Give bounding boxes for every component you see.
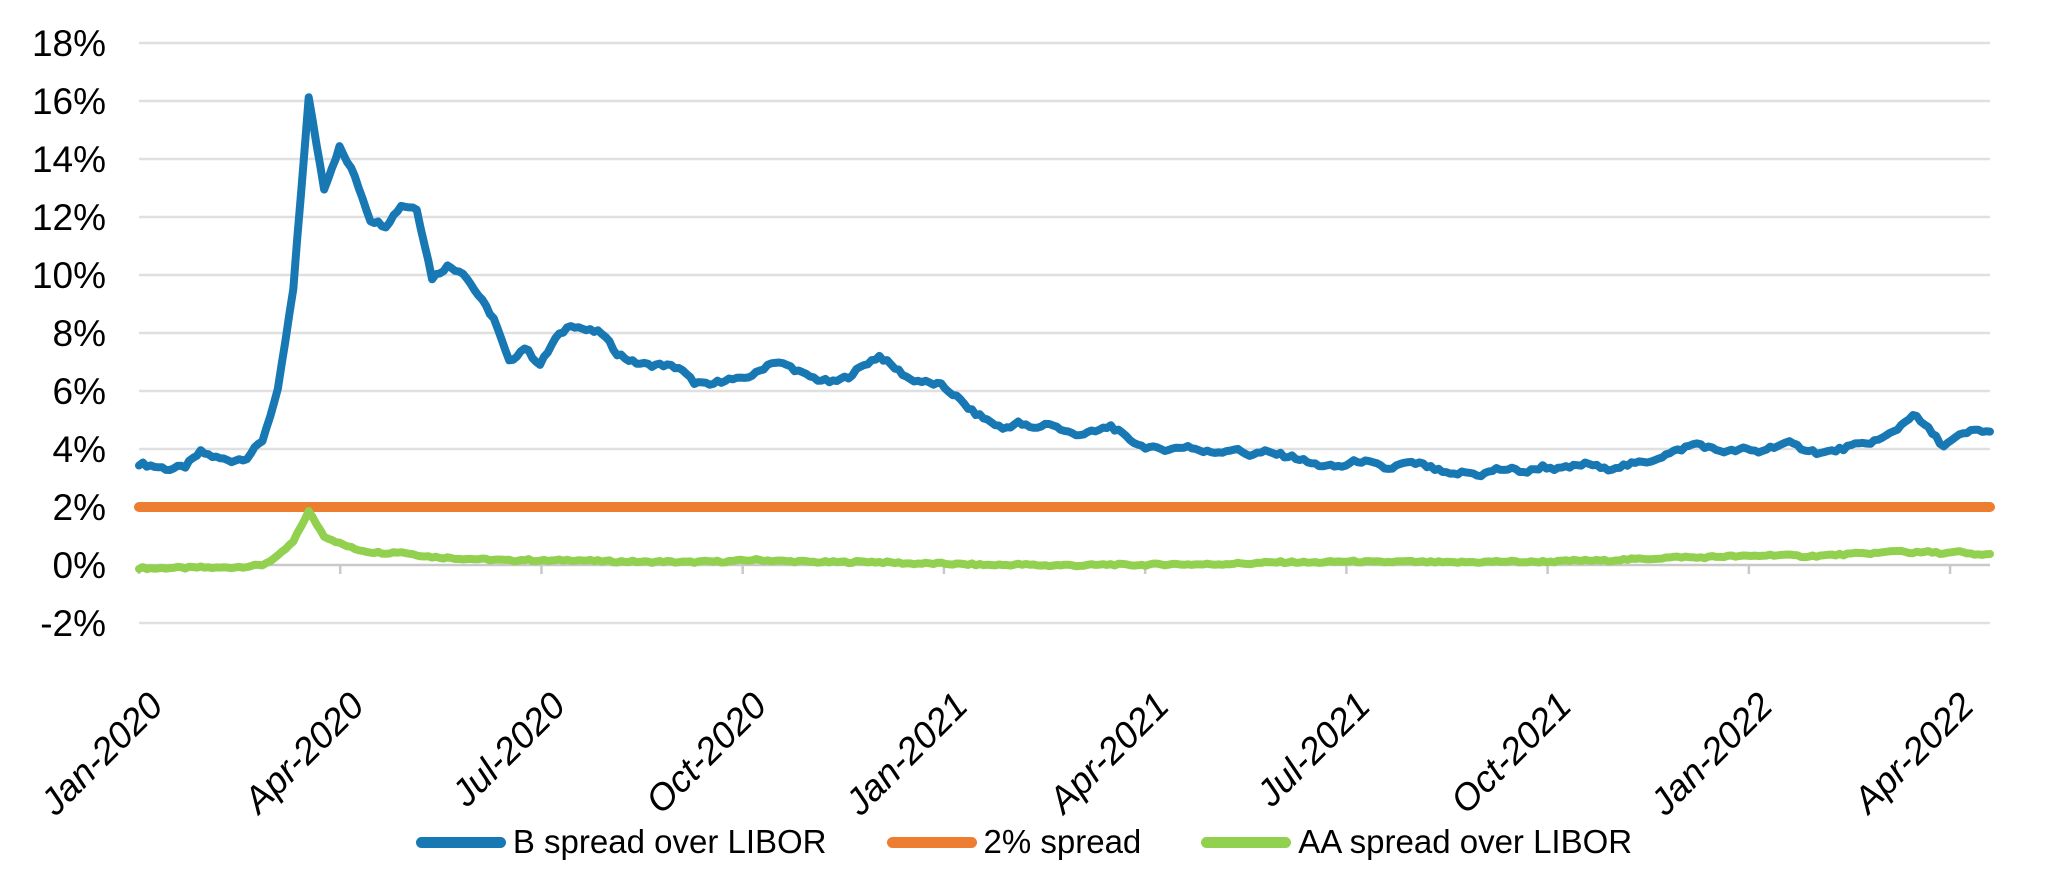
x-axis-label: Jan-2021 bbox=[837, 685, 976, 824]
y-axis-label: -2% bbox=[40, 603, 106, 644]
legend-swatch-2pct-spread-icon bbox=[886, 836, 977, 848]
gridlines bbox=[139, 41, 1990, 625]
x-axis-label: Jan-2020 bbox=[32, 684, 171, 823]
legend-item-b-spread: B spread over LIBOR bbox=[415, 823, 827, 861]
series-line-aa-spread bbox=[135, 507, 1994, 574]
x-axis-labels: Jan-2020 Apr-2020 Jul-2020 Oct-2020 Jan-2021… bbox=[32, 684, 1982, 823]
x-axis-label: Jul-2021 bbox=[1248, 685, 1378, 815]
y-axis-label: 18% bbox=[32, 23, 106, 64]
x-axis-label: Oct-2020 bbox=[638, 684, 775, 821]
chart-legend: B spread over LIBOR 2% spread AA spread … bbox=[0, 823, 2048, 861]
series-line-b-spread bbox=[135, 93, 1994, 481]
y-axis-label: 16% bbox=[32, 81, 106, 122]
y-axis-label: 2% bbox=[53, 487, 106, 528]
x-axis-label: Jan-2022 bbox=[1642, 684, 1781, 823]
x-axis-label: Apr-2022 bbox=[1844, 684, 1982, 822]
y-axis-label: 10% bbox=[32, 255, 106, 296]
x-axis-label: Apr-2020 bbox=[234, 684, 372, 822]
y-axis-label: 14% bbox=[32, 139, 106, 180]
x-axis-label: Oct-2021 bbox=[1443, 685, 1580, 822]
legend-swatch-b-spread-icon bbox=[415, 836, 506, 848]
y-axis-label: 12% bbox=[32, 197, 106, 238]
y-axis-label: 6% bbox=[53, 371, 106, 412]
legend-label-2pct-spread: 2% spread bbox=[983, 823, 1142, 860]
y-axis-label: 4% bbox=[53, 429, 106, 470]
x-axis-label: Jul-2020 bbox=[443, 684, 573, 814]
legend-label-aa-spread: AA spread over LIBOR bbox=[1298, 823, 1633, 860]
legend-item-aa-spread: AA spread over LIBOR bbox=[1201, 823, 1632, 861]
y-axis-label: 0% bbox=[53, 545, 106, 586]
y-axis-label: 8% bbox=[53, 313, 106, 354]
x-axis-label: Apr-2021 bbox=[1039, 685, 1177, 823]
legend-label-b-spread: B spread over LIBOR bbox=[512, 823, 827, 860]
y-axis-labels: 18% 16% 14% 12% 10% 8% 6% 4% 2% 0% -2% bbox=[32, 23, 106, 644]
legend-swatch-aa-spread-icon bbox=[1201, 836, 1292, 848]
legend-item-2pct-spread: 2% spread bbox=[886, 823, 1142, 861]
